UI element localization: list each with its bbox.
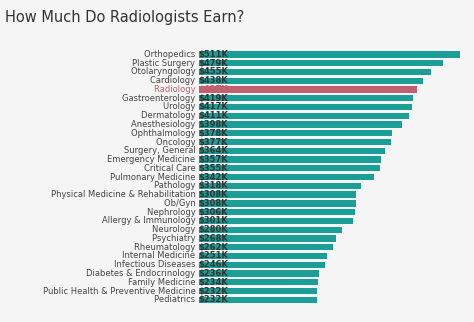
Text: $438K: $438K <box>198 76 228 85</box>
Bar <box>199 69 431 75</box>
Text: $308K: $308K <box>198 199 228 208</box>
Text: Otolaryngology: Otolaryngology <box>131 67 198 76</box>
Text: Pediatrics: Pediatrics <box>155 295 198 304</box>
Text: Rheumatology: Rheumatology <box>134 243 198 252</box>
Text: Physical Medicine & Rehabilitation: Physical Medicine & Rehabilitation <box>51 190 198 199</box>
Text: $251K: $251K <box>198 251 228 260</box>
Text: Critical Care: Critical Care <box>144 164 198 173</box>
Bar <box>199 148 385 154</box>
Bar <box>199 279 319 285</box>
Text: $355K: $355K <box>198 164 228 173</box>
Bar <box>199 235 336 242</box>
Text: $511K: $511K <box>198 50 228 59</box>
Bar <box>199 244 333 251</box>
Text: $236K: $236K <box>198 269 228 278</box>
Text: $306K: $306K <box>198 208 228 217</box>
Text: Dermatology: Dermatology <box>141 111 198 120</box>
Text: Family Medicine: Family Medicine <box>128 278 198 287</box>
Text: Public Health & Preventive Medicine: Public Health & Preventive Medicine <box>43 287 198 296</box>
Text: Pulmonary Medicine: Pulmonary Medicine <box>110 173 198 182</box>
Bar <box>199 174 374 180</box>
Bar <box>199 288 318 294</box>
Text: $232K: $232K <box>198 295 228 304</box>
Text: Oncology: Oncology <box>156 137 198 147</box>
Text: Allergy & Immunology: Allergy & Immunology <box>102 216 198 225</box>
Text: Diabetes & Endocrinology: Diabetes & Endocrinology <box>86 269 198 278</box>
Text: $246K: $246K <box>198 260 228 269</box>
Bar <box>199 270 319 277</box>
Text: Surgery, General: Surgery, General <box>124 146 198 155</box>
Bar <box>199 253 327 259</box>
Text: $377K: $377K <box>198 137 228 147</box>
Text: $232K: $232K <box>198 287 228 296</box>
Bar <box>199 156 381 163</box>
Text: $234K: $234K <box>198 278 228 287</box>
Text: $342K: $342K <box>198 173 228 182</box>
Bar <box>199 139 392 145</box>
Bar <box>199 261 325 268</box>
Text: Plastic Surgery: Plastic Surgery <box>132 59 198 68</box>
Bar <box>199 183 361 189</box>
Bar <box>199 78 422 84</box>
Text: $417K: $417K <box>198 102 228 111</box>
Bar <box>199 86 417 93</box>
Text: $378K: $378K <box>198 129 228 138</box>
Text: Emergency Medicine: Emergency Medicine <box>107 155 198 164</box>
Bar <box>199 165 380 172</box>
Text: $398K: $398K <box>198 120 228 129</box>
Text: $455K: $455K <box>198 67 228 76</box>
Text: Gastroenterology: Gastroenterology <box>122 94 198 103</box>
Bar <box>199 104 412 110</box>
Bar <box>199 121 402 128</box>
Text: Radiology: Radiology <box>154 85 198 94</box>
Text: Psychiatry: Psychiatry <box>152 234 198 243</box>
Text: How Much Do Radiologists Earn?: How Much Do Radiologists Earn? <box>5 10 244 25</box>
Bar <box>199 60 444 66</box>
Text: Orthopedics: Orthopedics <box>144 50 198 59</box>
Text: $268K: $268K <box>198 234 228 243</box>
Bar <box>199 297 318 303</box>
Bar <box>199 95 413 101</box>
Bar <box>199 209 355 215</box>
Text: Ob/Gyn: Ob/Gyn <box>164 199 198 208</box>
Text: Ophthalmology: Ophthalmology <box>131 129 198 138</box>
Text: Cardiology: Cardiology <box>150 76 198 85</box>
Text: $280K: $280K <box>198 225 228 234</box>
Text: $411K: $411K <box>198 111 228 120</box>
Text: $364K: $364K <box>198 146 228 155</box>
Text: $301K: $301K <box>198 216 228 225</box>
Bar <box>199 51 460 58</box>
Bar <box>199 192 356 198</box>
Text: $318K: $318K <box>198 181 228 190</box>
Text: $419K: $419K <box>198 94 228 103</box>
Bar <box>199 130 392 137</box>
Text: Nephrology: Nephrology <box>146 208 198 217</box>
Text: Neurology: Neurology <box>152 225 198 234</box>
Bar <box>199 200 356 206</box>
Bar <box>199 218 353 224</box>
Text: $479K: $479K <box>198 59 228 68</box>
Text: $308K: $308K <box>198 190 228 199</box>
Text: Pathology: Pathology <box>154 181 198 190</box>
Bar <box>199 227 342 233</box>
Bar <box>199 113 409 119</box>
Text: $357K: $357K <box>198 155 228 164</box>
Text: Urology: Urology <box>163 102 198 111</box>
Text: Infectious Diseases: Infectious Diseases <box>114 260 198 269</box>
Text: $262K: $262K <box>198 243 228 252</box>
Text: Internal Medicine: Internal Medicine <box>122 251 198 260</box>
Text: Anesthesiology: Anesthesiology <box>131 120 198 129</box>
Text: $427K: $427K <box>198 85 228 94</box>
